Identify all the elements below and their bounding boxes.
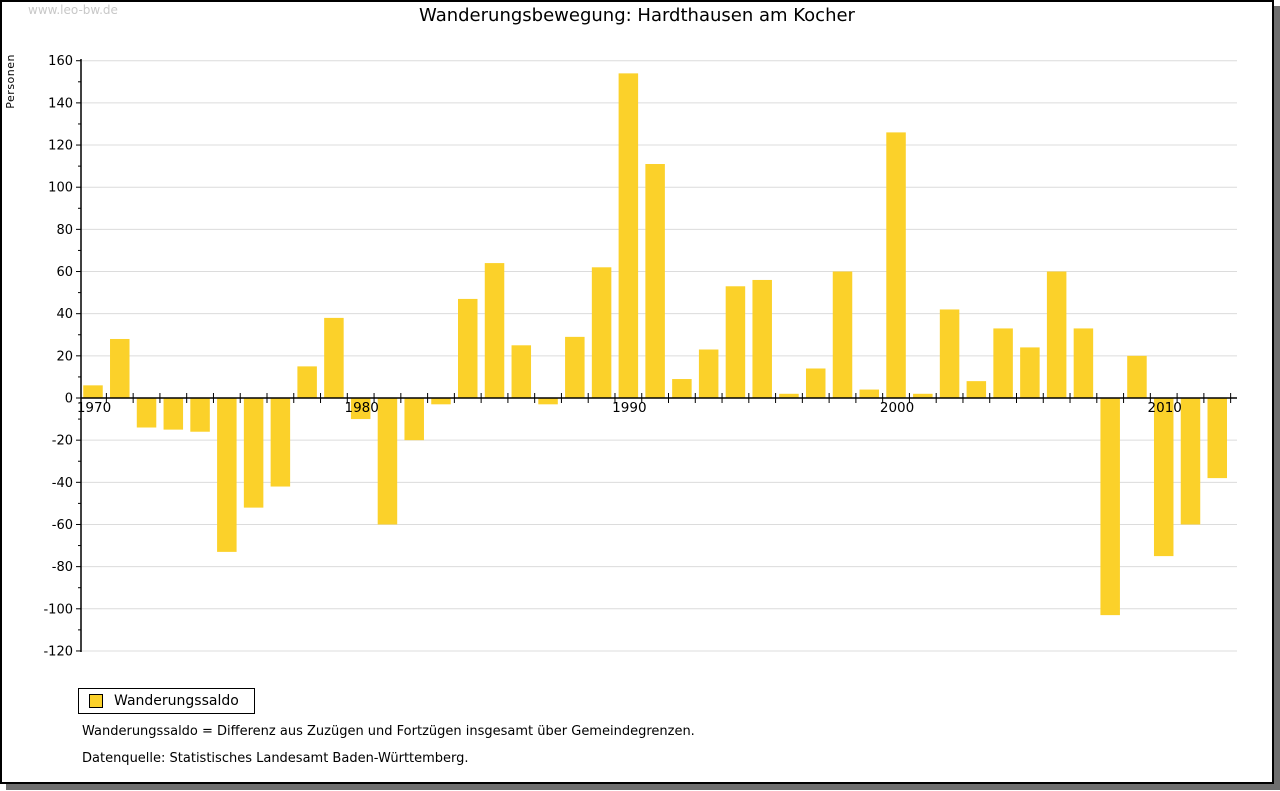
y-tick-label: 60 [56,265,73,280]
bar-2003 [966,381,987,398]
y-tick-label: 20 [56,349,73,364]
legend-color-swatch [89,694,103,708]
bar-1970 [83,385,103,398]
bar-1971 [110,338,130,398]
y-tick-label: 40 [56,307,73,322]
bar-1977 [270,398,291,487]
legend-label: Wanderungssaldo [114,693,239,709]
x-tick-label: 1970 [77,400,111,416]
bar-1979 [324,317,344,398]
bar-1973 [163,398,184,430]
bar-2006 [1046,271,1067,398]
bar-1990 [618,73,639,399]
bar-1985 [484,263,505,398]
chart-title: Wanderungsbewegung: Hardthausen am Koche… [419,5,855,26]
bar-2008 [1100,398,1120,616]
footnote-definition: Wanderungssaldo = Differenz aus Zuzügen … [82,724,695,739]
bar-2005 [1020,347,1040,398]
y-tick-label: -60 [52,518,73,533]
bar-1989 [591,267,612,398]
y-tick-label: -20 [52,434,73,449]
bar-2001 [913,393,933,398]
bar-2000 [886,132,906,398]
bar-1980 [350,398,371,420]
bar-2011 [1180,398,1201,525]
y-tick-label: -100 [43,602,73,617]
y-tick-label: 160 [48,54,73,69]
x-tick-label: 1990 [612,400,646,416]
bar-2004 [993,328,1013,398]
bar-1993 [698,349,719,398]
y-tick-label: 80 [56,223,73,238]
y-tick-label: -80 [52,560,73,575]
bar-1994 [725,286,746,398]
y-tick-label: -120 [43,644,73,659]
bar-1972 [136,398,157,428]
bar-1982 [404,398,424,441]
bar-1976 [243,398,264,508]
y-tick-label: 140 [48,96,73,111]
footnote-source: Datenquelle: Statistisches Landesamt Bad… [82,751,469,766]
bar-1978 [297,366,317,398]
bar-2002 [939,309,960,398]
bar-1996 [779,393,799,398]
y-tick-label: 120 [48,139,73,154]
bar-1984 [458,298,478,398]
x-tick-label: 1980 [345,400,379,416]
bar-1992 [672,379,692,398]
watermark: www.leo-bw.de [28,3,118,17]
bar-1997 [805,368,826,398]
bar-2012 [1207,398,1228,479]
bar-1983 [431,398,451,405]
bar-1999 [859,389,880,398]
y-tick-label: 0 [65,392,73,407]
bar-2009 [1127,355,1147,398]
bar-1981 [377,398,398,525]
bar-1991 [645,164,665,398]
bar-1995 [752,279,772,398]
x-tick-label: 2000 [880,400,914,416]
y-tick-label: 100 [48,181,73,196]
x-tick-label: 2010 [1148,400,1182,416]
bar-1974 [190,398,210,432]
bar-1987 [538,398,558,405]
bar-1998 [832,271,853,398]
bar-1986 [511,345,532,398]
migration-bar-chart: -120 -100 -80 -60 -40 -20 0 20 40 60 80 100 120 140 16… [43,54,1237,659]
bar-1975 [217,398,237,552]
bar-1988 [565,336,585,398]
bar-2010 [1153,398,1174,557]
bar-2007 [1073,328,1094,398]
y-tick-label: -40 [52,476,73,491]
legend-box: Wanderungssaldo [78,688,255,714]
